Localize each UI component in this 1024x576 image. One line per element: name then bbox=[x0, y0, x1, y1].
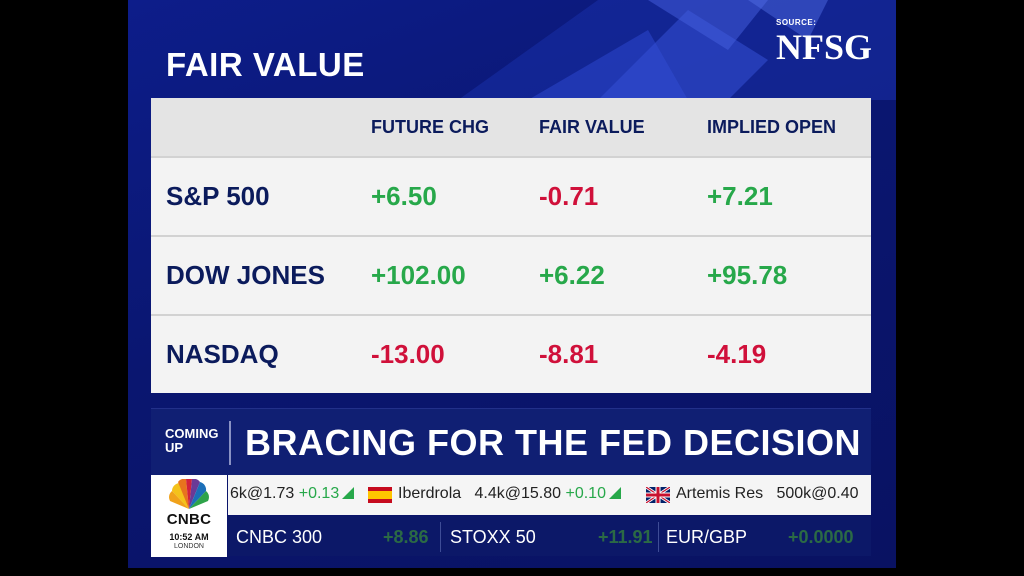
table-header-row: FUTURE CHG FAIR VALUE IMPLIED OPEN bbox=[151, 98, 871, 157]
future-chg-value: -13.00 bbox=[371, 314, 539, 393]
coming-up-label: COMING UP bbox=[165, 427, 218, 455]
arrow-up-icon bbox=[608, 487, 621, 499]
future-chg-value: +102.00 bbox=[371, 235, 539, 315]
page-title: FAIR VALUE bbox=[166, 46, 365, 83]
coming-up-headline: BRACING FOR THE FED DECISION bbox=[245, 422, 862, 463]
cnbc-logo-text: CNBC bbox=[166, 511, 212, 528]
background-graphic bbox=[458, 0, 896, 100]
column-header-fair-value: FAIR VALUE bbox=[539, 98, 707, 157]
coming-up-label-line2: UP bbox=[165, 440, 184, 455]
ticker-quote: 6k@1.73 bbox=[230, 485, 295, 502]
divider bbox=[229, 421, 231, 465]
column-header-implied-open: IMPLIED OPEN bbox=[707, 98, 871, 157]
implied-open-value: -4.19 bbox=[707, 314, 871, 393]
index-ticker-value: +0.0000 bbox=[788, 527, 854, 547]
ticker-quote: 4.4k@15.80 bbox=[474, 485, 562, 502]
clock-time: 10:52 AM bbox=[169, 532, 209, 542]
ticker-quote: 500k@0.40 bbox=[776, 485, 859, 502]
index-ticker: CNBC 300 +8.86 STOXX 50 +11.91 EUR/GBP +… bbox=[228, 516, 871, 556]
arrow-up-icon bbox=[342, 487, 355, 499]
cnbc-logo-clock: CNBC 10:52 AM LONDON bbox=[151, 475, 227, 557]
ticker-item: Iberdrola 4.4k@15.80 +0.10 bbox=[398, 485, 621, 503]
implied-open-value: +95.78 bbox=[707, 235, 871, 315]
ticker-item: 6k@1.73 +0.13 bbox=[230, 485, 355, 503]
index-ticker-value: +11.91 bbox=[598, 527, 653, 547]
spain-flag-icon bbox=[368, 487, 392, 503]
table-row: S&P 500 +6.50 -0.71 +7.21 bbox=[151, 156, 871, 236]
source-attribution: SOURCE: NFSG bbox=[776, 18, 872, 65]
index-name: DOW JONES bbox=[151, 235, 371, 315]
ticker-name: Artemis Res bbox=[676, 485, 764, 502]
stock-ticker: 6k@1.73 +0.13 Iberdrola 4.4k@15.80 +0.10… bbox=[228, 475, 871, 515]
index-name: S&P 500 bbox=[151, 156, 371, 236]
fair-value-value: -8.81 bbox=[539, 314, 707, 393]
ticker-item: Artemis Res 500k@0.40 bbox=[676, 485, 859, 503]
divider bbox=[440, 522, 441, 552]
ticker-change: +0.10 bbox=[565, 485, 606, 502]
fair-value-table: FUTURE CHG FAIR VALUE IMPLIED OPEN S&P 5… bbox=[151, 98, 871, 393]
fair-value-value: +6.22 bbox=[539, 235, 707, 315]
clock-city: LONDON bbox=[174, 543, 204, 550]
coming-up-bar: COMING UP BRACING FOR THE FED DECISION bbox=[151, 408, 871, 475]
future-chg-value: +6.50 bbox=[371, 156, 539, 236]
ticker-change: +0.13 bbox=[298, 485, 340, 502]
source-name: NFSG bbox=[775, 27, 872, 67]
fair-value-value: -0.71 bbox=[539, 156, 707, 236]
coming-up-label-line1: COMING bbox=[165, 426, 219, 441]
index-ticker-name: EUR/GBP bbox=[666, 527, 748, 547]
column-header-future-chg: FUTURE CHG bbox=[371, 98, 539, 157]
peacock-logo-icon bbox=[169, 479, 209, 509]
broadcast-frame: FAIR VALUE SOURCE: NFSG FUTURE CHG FAIR … bbox=[128, 0, 896, 568]
divider bbox=[658, 522, 659, 552]
table-row: NASDAQ -13.00 -8.81 -4.19 bbox=[151, 314, 871, 393]
index-name: NASDAQ bbox=[151, 314, 371, 393]
uk-flag-icon bbox=[646, 487, 670, 503]
index-ticker-value: +8.86 bbox=[383, 527, 429, 547]
index-ticker-name: STOXX 50 bbox=[450, 527, 536, 547]
ticker-name: Iberdrola bbox=[398, 485, 462, 502]
column-header-name bbox=[151, 98, 371, 157]
index-ticker-name: CNBC 300 bbox=[236, 527, 323, 547]
table-row: DOW JONES +102.00 +6.22 +95.78 bbox=[151, 235, 871, 315]
source-label: SOURCE: bbox=[775, 18, 817, 27]
implied-open-value: +7.21 bbox=[707, 156, 871, 236]
